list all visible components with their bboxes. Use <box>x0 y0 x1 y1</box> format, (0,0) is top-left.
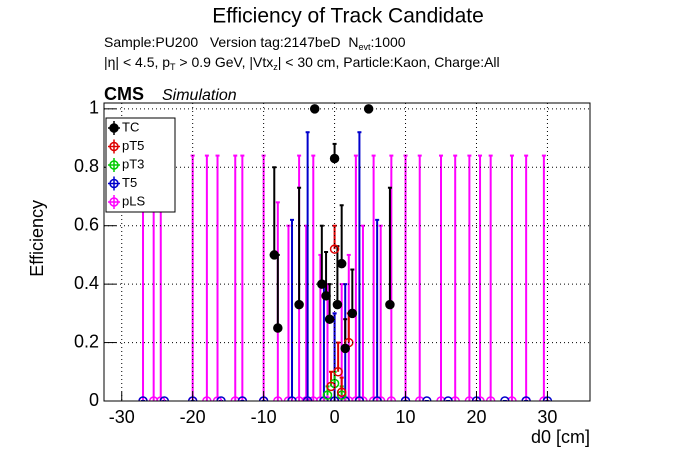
cms-label: CMS <box>104 84 144 104</box>
subtitle: Sample:PU200 Version tag:2147beD Nevt:10… <box>104 34 406 53</box>
marker <box>521 396 531 401</box>
y-tick-label: 1 <box>89 98 99 118</box>
marker <box>109 160 119 170</box>
marker <box>336 390 347 400</box>
marker <box>336 396 347 401</box>
subtitle-part: Sample:PU200 Version tag:2147beD N <box>104 34 359 50</box>
marker <box>372 396 382 401</box>
subtitle: |η| < 4.5, pT > 0.9 GeV, |Vtxz| < 30 cm,… <box>104 54 500 73</box>
marker <box>294 396 304 401</box>
marker <box>109 123 119 133</box>
marker <box>351 396 361 401</box>
x-tick-label: 30 <box>537 407 557 427</box>
marker <box>159 396 170 401</box>
marker <box>202 396 212 401</box>
marker <box>329 153 340 164</box>
marker <box>216 396 226 401</box>
x-axis-label: d0 [cm] <box>531 427 590 447</box>
subtitle-part: > 0.9 GeV, |Vtx <box>176 54 274 70</box>
y-tick-label: 0.6 <box>74 214 99 234</box>
marker <box>283 396 294 401</box>
marker <box>326 381 336 392</box>
marker <box>464 396 475 401</box>
y-tick-label: 0 <box>89 390 99 410</box>
marker <box>109 178 119 189</box>
subtitle-part: :1000 <box>371 34 406 50</box>
x-tick-label: 0 <box>330 407 340 427</box>
marker <box>336 258 347 269</box>
marker <box>354 396 365 401</box>
marker <box>386 396 397 401</box>
marker <box>539 396 549 401</box>
marker <box>422 396 432 401</box>
marker <box>322 396 333 401</box>
marker <box>308 396 319 401</box>
legend-label: pLS <box>122 193 145 208</box>
marker <box>321 291 331 301</box>
marker <box>336 387 347 397</box>
x-tick-label: 10 <box>396 407 416 427</box>
y-tick-label: 0.4 <box>74 273 99 293</box>
subtitle-part: |η| < 4.5, p <box>104 54 170 70</box>
subscript: z <box>273 62 278 72</box>
marker <box>322 390 333 400</box>
marker <box>332 299 343 310</box>
marker <box>507 396 517 401</box>
frame <box>103 102 591 402</box>
x-tick-label: -20 <box>180 407 206 427</box>
marker <box>358 396 368 401</box>
chart-title: Efficiency of Track Candidate <box>212 5 484 28</box>
marker <box>230 396 241 401</box>
marker <box>329 244 340 254</box>
marker <box>109 197 119 207</box>
marker <box>212 396 223 401</box>
marker <box>485 396 496 401</box>
marker <box>302 396 313 401</box>
y-tick-label: 0.8 <box>74 156 99 176</box>
marker <box>309 104 320 114</box>
marker <box>156 396 166 401</box>
cms-sublabel: Simulation <box>162 87 237 104</box>
marker <box>368 396 379 401</box>
marker <box>109 141 119 152</box>
marker <box>138 396 148 401</box>
y-axis-label: Efficiency <box>27 200 47 277</box>
marker <box>340 343 350 354</box>
marker <box>385 299 395 310</box>
marker <box>347 308 358 319</box>
marker <box>450 396 460 401</box>
marker <box>436 396 446 401</box>
marker <box>287 396 297 401</box>
x-tick-label: -10 <box>251 407 277 427</box>
plot-area <box>138 104 553 401</box>
marker <box>273 323 283 333</box>
marker <box>269 250 280 260</box>
marker <box>324 314 335 324</box>
marker <box>237 396 248 401</box>
subscript: T <box>170 62 176 72</box>
x-tick-label: -30 <box>109 407 135 427</box>
marker <box>500 396 510 401</box>
marker <box>315 396 326 401</box>
legend-label: pT5 <box>122 138 144 153</box>
legend-label: pT3 <box>122 156 144 171</box>
subscript: evt <box>359 42 372 52</box>
subtitle-part: | < 30 cm, Particle:Kaon, Charge:All <box>278 54 500 70</box>
marker <box>294 299 304 310</box>
marker <box>443 396 453 401</box>
marker <box>475 396 485 401</box>
marker <box>273 396 283 401</box>
marker <box>148 396 159 401</box>
legend-label: T5 <box>122 175 137 190</box>
marker <box>344 396 354 401</box>
y-tick-label: 0.2 <box>74 331 99 351</box>
marker <box>414 396 425 401</box>
marker <box>375 396 386 401</box>
legend-label: TC <box>122 119 139 134</box>
x-tick-label: 20 <box>466 407 486 427</box>
marker <box>317 279 327 289</box>
